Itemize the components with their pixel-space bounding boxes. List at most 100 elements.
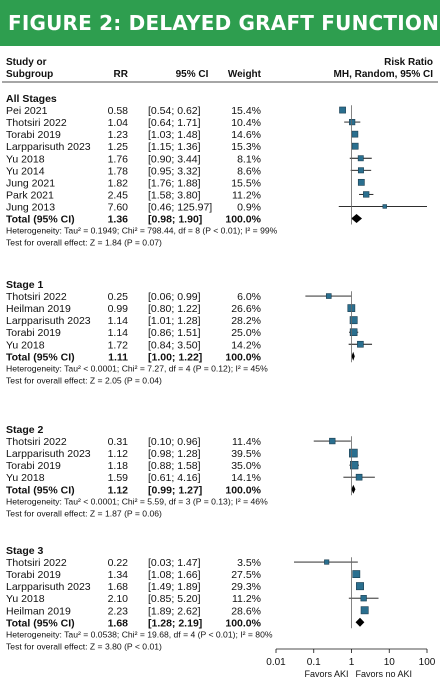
total-label: Total (95% CI) [6,617,75,629]
study-weight: 35.0% [231,460,261,472]
total-diamond [355,617,365,627]
study-weight: 26.6% [231,303,261,315]
study-ci: [0.10; 0.96] [148,436,201,448]
study-name: Larpparisuth 2023 [6,448,91,460]
study-row: Torabi 2019 1.34 [1.08; 1.66] 27.5% [6,569,361,581]
study-point [339,106,346,114]
study-rr: 1.72 [108,339,129,351]
study-ci: [0.46; 125.97] [148,201,212,213]
study-ci: [1.76; 1.88] [148,177,201,189]
study-name: Torabi 2019 [6,327,61,339]
study-name: Jung 2021 [6,177,55,189]
study-rr: 2.10 [108,593,129,605]
heterogeneity-note: Heterogeneity: Tau² < 0.0001; Chi² = 7.2… [6,363,268,373]
total-ci: [1.28; 2.19] [148,617,202,629]
study-rr: 0.58 [108,105,129,117]
total-rr: 1.68 [108,617,129,629]
study-point [357,340,364,348]
study-point [360,606,369,615]
study-ci: [0.90; 3.44] [148,153,201,165]
study-rr: 1.18 [108,460,129,472]
study-row: Larpparisuth 2023 1.68 [1.49; 1.89] 29.3% [6,581,364,593]
study-weight: 15.4% [231,105,261,117]
study-ci: [1.58; 3.80] [148,189,201,201]
study-name: Pei 2021 [6,105,48,117]
favors-left-label: Favors AKI [304,669,348,679]
study-point [349,328,358,337]
study-weight: 10.4% [231,117,261,129]
study-rr: 1.23 [108,129,129,141]
study-weight: 8.6% [237,165,261,177]
study-ci: [1.49; 1.89] [148,581,201,593]
study-name: Yu 2018 [6,472,45,484]
study-rr: 1.14 [108,315,129,327]
study-ci: [1.01; 1.28] [148,315,201,327]
study-point [357,167,364,174]
study-name: Thotsiri 2022 [6,291,67,303]
heterogeneity-note: Heterogeneity: Tau² = 0.0538; Chi² = 19.… [6,629,273,639]
study-name: Torabi 2019 [6,129,61,141]
study-rr: 0.25 [108,291,129,303]
study-row: Larpparisuth 2023 1.12 [0.98; 1.28] 39.5% [6,448,358,460]
x-tick-label: 0.1 [307,657,321,668]
study-rr: 1.78 [108,165,129,177]
total-diamond [351,214,363,223]
header-rr: RR [114,69,129,80]
study-name: Thotsiri 2022 [6,557,67,569]
subgroup-label: Stage 1 [6,279,44,291]
study-point [329,437,336,445]
total-weight: 100.0% [225,484,261,496]
study-ci: [0.95; 3.32] [148,165,201,177]
study-row: Torabi 2019 1.18 [0.88; 1.58] 35.0% [6,460,359,472]
study-rr: 1.68 [108,581,129,593]
study-weight: 6.0% [237,291,261,303]
study-rr: 1.82 [108,177,129,189]
study-name: Larpparisuth 2023 [6,581,91,593]
study-rr: 1.25 [108,141,129,153]
study-weight: 27.5% [231,569,261,581]
study-weight: 11.4% [232,436,261,448]
total-ci: [0.99; 1.27] [148,484,202,496]
study-weight: 15.5% [231,177,261,189]
study-ci: [0.61; 4.16] [148,472,201,484]
study-weight: 14.1% [231,472,261,484]
study-rr: 1.12 [108,448,129,460]
study-name: Larpparisuth 2023 [6,315,91,327]
study-rr: 7.60 [108,201,129,213]
study-weight: 3.5% [237,557,261,569]
study-point [351,130,359,138]
header-weight: Weight [228,69,262,80]
study-name: Torabi 2019 [6,569,61,581]
study-rr: 2.23 [108,605,129,617]
study-point [349,119,356,126]
study-row: Larpparisuth 2023 1.14 [1.01; 1.28] 28.2% [6,315,358,327]
header-subgroup: Subgroup [6,69,53,80]
header-effect-method: MH, Random, 95% CI [334,69,434,80]
study-point [324,559,330,565]
study-rr: 0.99 [108,303,129,315]
study-rr: 2.45 [108,189,129,201]
study-point [357,155,364,162]
study-row: Thotsiri 2022 0.31 [0.10; 0.96] 11.4% [6,436,351,448]
header-study: Study or [6,57,47,68]
study-row: Larpparisuth 2023 1.25 [1.15; 1.36] 15.3% [6,141,359,153]
study-point [355,473,363,481]
overall-effect-note: Test for overall effect: Z = 1.87 (P = 0… [6,508,162,518]
study-row: Pei 2021 0.58 [0.54; 0.62] 15.4% [6,105,346,117]
study-ci: [1.89; 2.62] [148,605,201,617]
study-name: Yu 2014 [6,165,45,177]
heterogeneity-note: Heterogeneity: Tau² < 0.0001; Chi² = 5.5… [6,496,268,506]
study-row: Thotsiri 2022 1.04 [0.64; 1.71] 10.4% [6,117,361,129]
study-rr: 1.34 [108,569,129,581]
study-weight: 25.0% [231,327,261,339]
total-weight: 100.0% [225,617,261,629]
total-ci: [1.00; 1.22] [148,351,202,363]
study-name: Thotsiri 2022 [6,436,67,448]
study-point [363,191,370,198]
total-diamond [351,484,356,494]
study-name: Yu 2018 [6,593,45,605]
